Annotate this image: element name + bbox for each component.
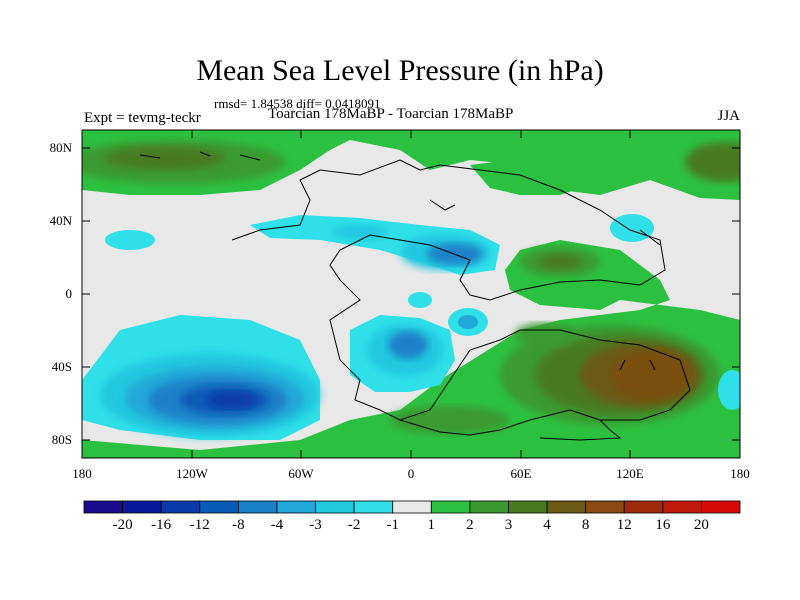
lon-tick-label: 60W: [288, 466, 314, 481]
colorbar-swatch: [122, 500, 162, 514]
stats-label: rmsd= 1.84538 diff= 0.0418091: [214, 96, 381, 111]
colorbar-swatch: [315, 500, 355, 514]
colorbar-swatch: [199, 500, 239, 514]
lon-tick-label: 120E: [616, 466, 644, 481]
lat-tick-label: 80N: [49, 140, 72, 155]
lon-tick-label: 120W: [176, 466, 208, 481]
colorbar-label: 12: [616, 517, 632, 533]
experiment-label: Expt = tevmg-teckr: [84, 110, 201, 126]
lat-tick-label: 80S: [51, 432, 72, 447]
colorbar-swatch: [623, 500, 664, 514]
coastlines: [139, 151, 691, 441]
colorbar-swatch: [430, 500, 471, 514]
colorbar-label: -8: [232, 517, 245, 533]
lon-tick-label: 180: [730, 466, 750, 481]
lat-tick-label: 40S: [51, 359, 72, 374]
colorbar-swatch: [585, 500, 625, 514]
colorbar-swatch: [237, 500, 278, 514]
season-label: JJA: [717, 108, 740, 124]
colorbar-label: -4: [270, 517, 284, 533]
lat-tick-label: 0: [65, 286, 73, 301]
colorbar-label: 1: [427, 517, 436, 533]
colorbar-label: -1: [386, 517, 399, 533]
colorbar-label: -16: [151, 517, 172, 533]
colorbar-label: -3: [309, 517, 322, 533]
colorbar-swatch: [701, 500, 741, 514]
colorbar-label: 8: [581, 517, 590, 533]
colorbar-swatch: [508, 500, 548, 514]
colorbar-swatch: [392, 500, 432, 514]
colorbar-label: 3: [504, 517, 513, 533]
lat-tick-label: 40N: [49, 213, 72, 228]
colorbar-swatch: [353, 500, 394, 514]
lon-tick-label: 60E: [510, 466, 532, 481]
colorbar-label: 4: [543, 517, 551, 533]
axis-ticks: [82, 130, 740, 458]
lon-tick-label: 0: [407, 466, 415, 481]
colorbar-label: -12: [189, 517, 210, 533]
colorbar-swatch: [83, 500, 123, 514]
colorbar-label: -20: [112, 517, 133, 533]
colorbar-label: 16: [655, 517, 671, 533]
contour-field: [82, 130, 740, 458]
colorbar-label: -2: [347, 517, 361, 533]
colorbar-swatch: [276, 500, 316, 514]
colorbar: [83, 500, 741, 514]
comparison-label: Toarcian 178MaBP - Toarcian 178MaBP: [268, 106, 514, 122]
chart-title: Mean Sea Level Pressure (in hPa): [196, 54, 604, 87]
colorbar-label: 20: [693, 517, 709, 533]
colorbar-label: 2: [466, 517, 474, 533]
colorbar-swatch: [160, 500, 201, 514]
colorbar-swatch: [546, 500, 587, 514]
colorbar-swatch: [662, 500, 702, 514]
colorbar-swatch: [469, 500, 509, 514]
lon-tick-label: 180: [72, 466, 92, 481]
